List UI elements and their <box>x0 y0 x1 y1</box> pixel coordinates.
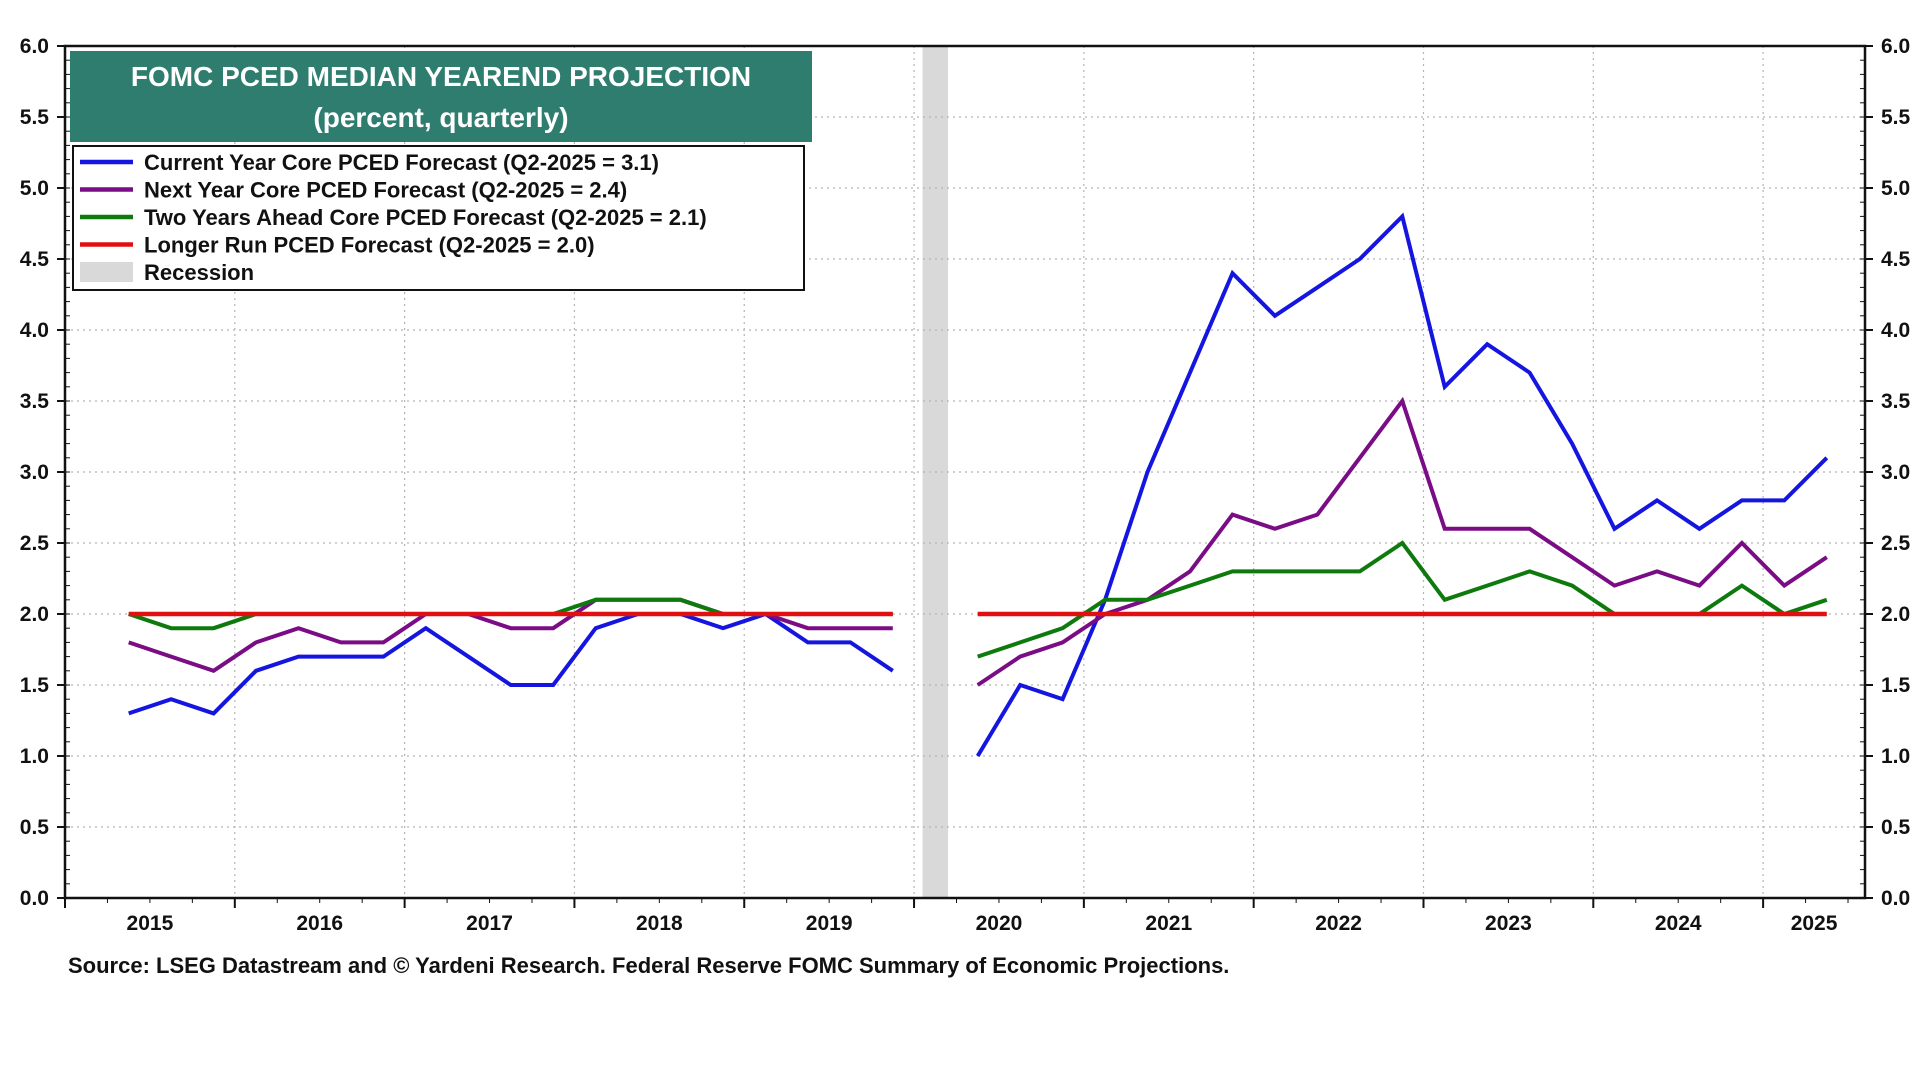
y-tick-label-left: 4.0 <box>20 319 49 342</box>
x-tick-label: 2022 <box>1315 912 1362 935</box>
x-tick-label: 2021 <box>1145 912 1192 935</box>
y-tick-label-left: 1.0 <box>20 745 49 768</box>
legend-swatch-box <box>80 262 133 282</box>
y-tick-label-left: 0.0 <box>20 887 49 910</box>
y-tick-label-right: 3.0 <box>1881 461 1910 484</box>
y-tick-label-right: 4.0 <box>1881 319 1910 342</box>
x-tick-label: 2024 <box>1655 912 1702 935</box>
y-tick-label-right: 0.5 <box>1881 816 1911 839</box>
legend-label: Next Year Core PCED Forecast (Q2-2025 = … <box>144 178 627 203</box>
x-tick-label: 2015 <box>127 912 174 935</box>
series-1-segment-1 <box>976 396 1828 687</box>
y-tick-label-right: 3.5 <box>1881 390 1911 413</box>
y-tick-label-left: 6.0 <box>20 35 49 58</box>
source-note: Source: LSEG Datastream and © Yardeni Re… <box>68 953 1229 978</box>
x-tick-label: 2019 <box>806 912 853 935</box>
y-tick-label-right: 6.0 <box>1881 35 1910 58</box>
legend-label: Recession <box>144 260 254 285</box>
title-background <box>70 51 812 142</box>
x-tick-label: 2023 <box>1485 912 1532 935</box>
y-tick-label-left: 5.5 <box>20 106 50 129</box>
y-tick-label-left: 3.0 <box>20 461 49 484</box>
x-tick-label: 2018 <box>636 912 683 935</box>
y-tick-label-right: 2.5 <box>1881 532 1911 555</box>
legend-label: Two Years Ahead Core PCED Forecast (Q2-2… <box>144 205 707 230</box>
legend-label: Longer Run PCED Forecast (Q2-2025 = 2.0) <box>144 233 595 258</box>
y-tick-label-left: 0.5 <box>20 816 50 839</box>
legend-label: Current Year Core PCED Forecast (Q2-2025… <box>144 150 659 175</box>
axes: 0.0 0.0 0.5 0.5 1.0 1.0 1.5 1.5 2.0 2.0 2.5 2.5 3.0 3… <box>20 35 1911 935</box>
chart-subtitle: (percent, quarterly) <box>313 102 568 133</box>
x-tick-label: 2020 <box>976 912 1023 935</box>
legend-box <box>72 145 805 291</box>
y-tick-label-left: 2.5 <box>20 532 50 555</box>
y-tick-label-right: 1.5 <box>1881 674 1911 697</box>
title-box: FOMC PCED MEDIAN YEAREND PROJECTION (per… <box>70 51 812 142</box>
series-0-segment-1 <box>975 212 1829 758</box>
x-tick-label: 2016 <box>296 912 343 935</box>
y-tick-label-right: 1.0 <box>1881 745 1910 768</box>
x-tick-label: 2017 <box>466 912 513 935</box>
y-tick-label-left: 5.0 <box>20 177 49 200</box>
y-tick-label-right: 5.5 <box>1881 106 1911 129</box>
y-tick-label-right: 0.0 <box>1881 887 1910 910</box>
legend: Current Year Core PCED Forecast (Q2-2025… <box>72 145 805 291</box>
y-tick-label-right: 4.5 <box>1881 248 1911 271</box>
x-tick-label: 2025 <box>1791 912 1838 935</box>
y-tick-label-left: 3.5 <box>20 390 50 413</box>
y-tick-label-right: 2.0 <box>1881 603 1910 626</box>
series-1-segment-0 <box>128 597 893 674</box>
series-lines <box>128 212 1829 758</box>
y-tick-label-left: 2.0 <box>20 603 49 626</box>
y-tick-label-right: 5.0 <box>1881 177 1910 200</box>
y-tick-label-left: 4.5 <box>20 248 50 271</box>
chart-title: FOMC PCED MEDIAN YEAREND PROJECTION <box>131 61 751 92</box>
y-tick-label-left: 1.5 <box>20 674 50 697</box>
series-2-segment-1 <box>977 540 1828 659</box>
